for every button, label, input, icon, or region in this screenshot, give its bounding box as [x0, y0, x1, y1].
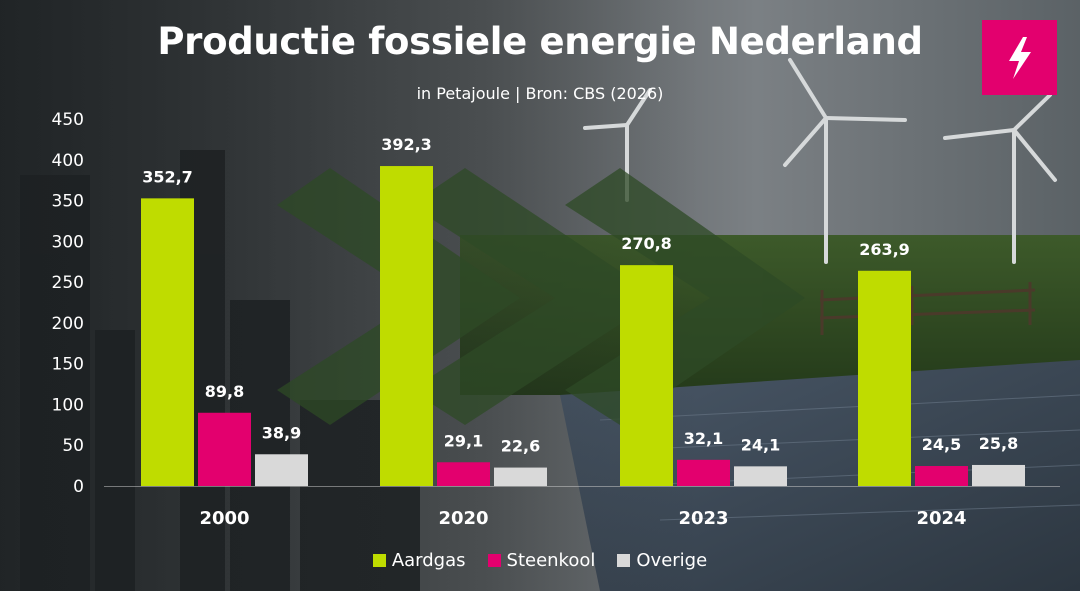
bar-overige-2000	[255, 454, 308, 486]
chart-legend: Aardgas Steenkool Overige	[0, 550, 1080, 571]
data-label: 352,7	[142, 167, 193, 186]
data-label: 38,9	[262, 423, 301, 442]
y-tick-label: 300	[52, 232, 84, 252]
bar-aardgas-2000	[141, 198, 194, 486]
page-title: Productie fossiele energie Nederland	[157, 20, 923, 63]
data-label: 392,3	[381, 135, 432, 154]
brand-logo	[982, 20, 1057, 95]
y-tick-label: 400	[52, 151, 84, 171]
y-tick-label: 50	[62, 436, 84, 456]
data-label: 24,1	[741, 435, 780, 454]
x-tick-label: 2020	[438, 508, 488, 529]
legend-item-steenkool: Steenkool	[487, 550, 596, 571]
legend-label-aardgas: Aardgas	[391, 550, 466, 571]
bar-steenkool-2000	[198, 412, 251, 486]
legend-swatch-overige	[617, 554, 631, 567]
y-tick-label: 150	[52, 355, 84, 375]
y-tick-label: 100	[52, 395, 84, 415]
bar-aardgas-2020	[380, 166, 433, 486]
data-label: 89,8	[205, 382, 244, 401]
bar-overige-2020	[494, 467, 547, 486]
data-label: 22,6	[501, 437, 540, 456]
bar-steenkool-2020	[437, 462, 490, 486]
bar-overige-2023	[734, 466, 787, 486]
x-tick-label: 2000	[199, 508, 249, 529]
x-tick-label: 2024	[916, 508, 966, 529]
legend-swatch-steenkool	[487, 554, 501, 567]
y-tick-label: 350	[52, 192, 84, 212]
page-subtitle: in Petajoule | Bron: CBS (2026)	[416, 84, 664, 103]
legend-item-aardgas: Aardgas	[372, 550, 466, 571]
data-label: 25,8	[979, 434, 1018, 453]
y-tick-label: 0	[73, 477, 84, 497]
data-label: 24,5	[922, 435, 961, 454]
legend-label-overige: Overige	[636, 550, 708, 571]
legend-label-steenkool: Steenkool	[506, 550, 596, 571]
legend-swatch-aardgas	[372, 554, 386, 567]
bar-steenkool-2024	[915, 466, 968, 486]
data-label: 32,1	[684, 429, 723, 448]
legend-item-overige: Overige	[617, 550, 707, 571]
x-tick-label: 2023	[678, 508, 728, 529]
y-tick-label: 250	[52, 273, 84, 293]
data-label: 270,8	[621, 234, 672, 253]
bar-aardgas-2023	[620, 265, 673, 486]
y-tick-label: 200	[52, 314, 84, 334]
data-label: 263,9	[859, 240, 910, 259]
bar-steenkool-2023	[677, 459, 730, 486]
y-tick-label: 450	[52, 110, 84, 130]
data-label: 29,1	[444, 431, 483, 450]
lightning-bolt-icon	[1009, 37, 1031, 79]
bar-overige-2024	[972, 464, 1025, 486]
bar-aardgas-2024	[858, 270, 911, 486]
